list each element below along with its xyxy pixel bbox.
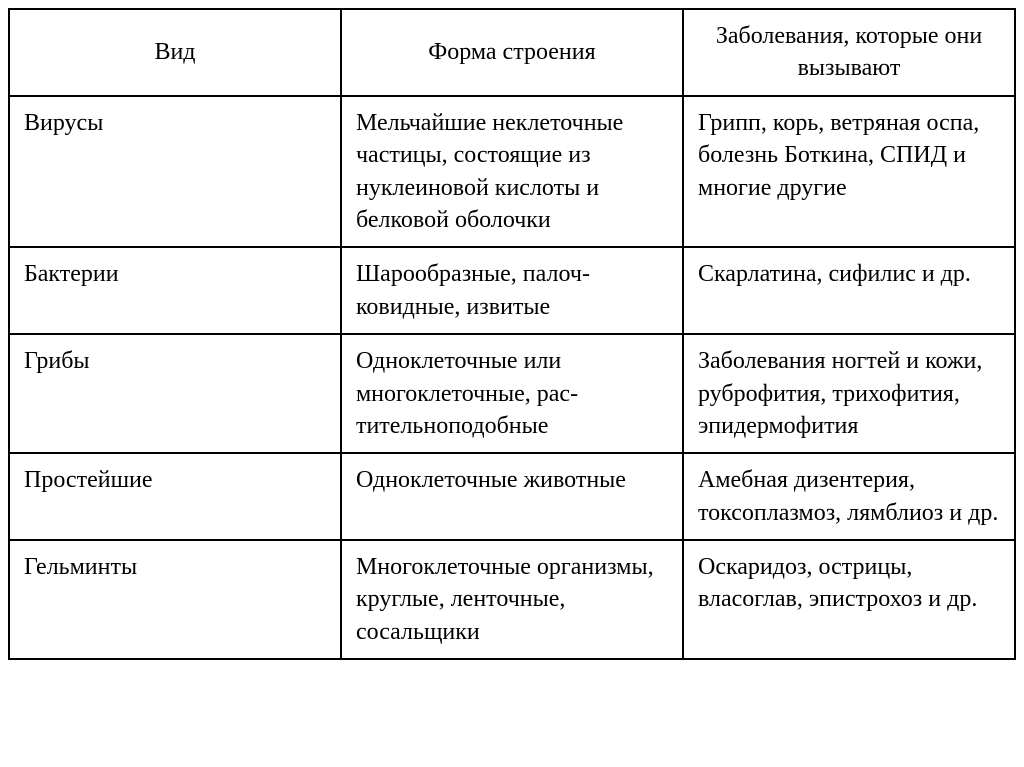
cell-structure: Одноклеточные живот­ные: [341, 453, 683, 540]
cell-species: Простейшие: [9, 453, 341, 540]
cell-structure: Многоклеточные орга­низмы, круглые, лен­…: [341, 540, 683, 659]
table-header-row: Вид Форма строения Заболевания, которые …: [9, 9, 1015, 96]
column-header-species: Вид: [9, 9, 341, 96]
cell-species: Бактерии: [9, 247, 341, 334]
cell-diseases: Грипп, корь, ветряная оспа, болезнь Ботк…: [683, 96, 1015, 248]
cell-species: Грибы: [9, 334, 341, 453]
column-header-structure: Форма строения: [341, 9, 683, 96]
column-header-diseases: Заболевания, которые они вызывают: [683, 9, 1015, 96]
table-row: Бактерии Шарообразные, палоч­ковидные, и…: [9, 247, 1015, 334]
cell-diseases: Скарлатина, сифилис и др.: [683, 247, 1015, 334]
cell-species: Гельминты: [9, 540, 341, 659]
cell-species: Вирусы: [9, 96, 341, 248]
table-row: Грибы Одноклеточные или многоклеточные, …: [9, 334, 1015, 453]
cell-diseases: Заболевания ногтей и кожи, руброфития, т…: [683, 334, 1015, 453]
table-row: Вирусы Мельчайшие неклеточ­ные частицы, …: [9, 96, 1015, 248]
table-row: Простейшие Одноклеточные живот­ные Амебн…: [9, 453, 1015, 540]
cell-structure: Мельчайшие неклеточ­ные частицы, состоя­…: [341, 96, 683, 248]
cell-structure: Шарообразные, палоч­ковидные, извитые: [341, 247, 683, 334]
pathogens-table: Вид Форма строения Заболевания, которые …: [8, 8, 1016, 660]
cell-structure: Одноклеточные или многоклеточные, рас­ти…: [341, 334, 683, 453]
table-row: Гельминты Многоклеточные орга­низмы, кру…: [9, 540, 1015, 659]
cell-diseases: Амебная дизентерия, токсоплазмоз, лямб­л…: [683, 453, 1015, 540]
cell-diseases: Оскаридоз, острицы, власоглав, эпистрохо…: [683, 540, 1015, 659]
